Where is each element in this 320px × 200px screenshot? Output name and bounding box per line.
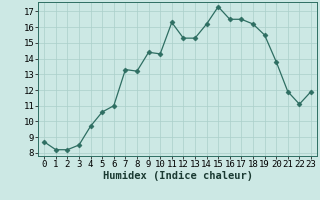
X-axis label: Humidex (Indice chaleur): Humidex (Indice chaleur): [103, 171, 252, 181]
